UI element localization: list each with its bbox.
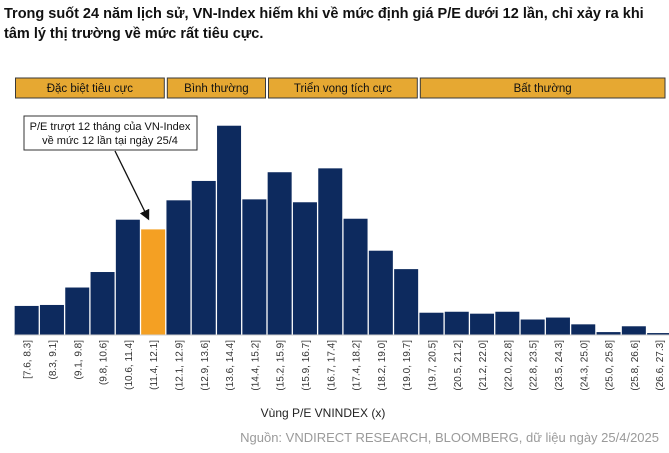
bar [65, 287, 90, 335]
bar [621, 326, 646, 335]
bar [14, 305, 39, 335]
x-tick-label: (19.0, 19.7] [402, 340, 413, 391]
x-tick-label: (9.1, 9.8] [73, 340, 84, 380]
zone-band: Bình thường [166, 77, 266, 99]
bar [545, 317, 570, 335]
callout: P/E trượt 12 tháng của VN-Index về mức 1… [23, 115, 198, 221]
x-tick-label: (12.1, 12.9] [174, 340, 185, 391]
callout-text-line2: về mức 12 lần tại ngày 25/4 [42, 135, 178, 147]
zone-band-label: Đặc biệt tiêu cực [47, 83, 134, 95]
zone-band-box [15, 77, 165, 99]
zone-band: Triển vọng tích cực [268, 77, 418, 99]
bar [419, 312, 444, 335]
bar [90, 272, 115, 335]
chart-title: Trong suốt 24 năm lịch sử, VN-Index hiếm… [4, 6, 644, 42]
x-tick-label: (15.2, 15.9] [276, 340, 287, 391]
x-tick-label: (21.2, 22.0] [478, 340, 489, 391]
x-tick-label: (19.7, 20.5] [427, 340, 438, 391]
x-tick-label: (22.0, 22.8] [503, 340, 514, 391]
x-tick-label: (14.4, 15.2] [250, 340, 261, 391]
x-tick-label: (23.5, 24.3] [554, 340, 565, 391]
zone-band: Bất thường [419, 77, 666, 99]
bar [166, 200, 191, 335]
zone-band-box [166, 77, 266, 99]
bar [191, 180, 216, 335]
zone-bands: Đặc biệt tiêu cực Bình thường Triển vọng t… [15, 77, 666, 99]
bar [495, 311, 520, 335]
callout-text-line1: P/E trượt 12 tháng của VN-Index [30, 121, 191, 133]
x-tick-label: (25.8, 26.6] [630, 340, 641, 391]
zone-band: Đặc biệt tiêu cực [15, 77, 165, 99]
x-tick-label: (8.3, 9.1] [48, 340, 59, 380]
bar [115, 219, 140, 335]
x-tick-label: (25.0, 25.8] [605, 340, 616, 391]
callout-box [23, 115, 198, 151]
zone-band-label: Bình thường [184, 83, 248, 95]
bars [14, 125, 669, 335]
x-tick-label: (20.5, 21.2] [453, 340, 464, 391]
x-tick-label: (15.9, 16.7] [301, 340, 312, 391]
x-tick-label: (17.4, 18.2] [352, 340, 363, 391]
x-tick-label: (16.7, 17.4] [326, 340, 337, 391]
bar [292, 202, 317, 335]
zone-band-label: Triển vọng tích cực [294, 83, 392, 95]
callout-arrow [114, 150, 150, 221]
zone-band-box [268, 77, 418, 99]
x-tick-label: (12.9, 13.6] [200, 340, 211, 391]
x-tick-label: [7.6, 8.3] [23, 340, 34, 379]
x-tick-label: (24.3, 25.0] [579, 340, 590, 391]
bar [444, 311, 469, 335]
zone-band-box [419, 77, 666, 99]
bar [470, 313, 495, 335]
bar [520, 319, 545, 335]
bar [394, 269, 419, 335]
bar [368, 250, 393, 335]
bar [242, 199, 267, 335]
x-tick-label: (26.6, 27.3] [655, 340, 666, 391]
bar [217, 125, 242, 335]
bar [647, 333, 669, 335]
x-tick-labels: [7.6, 8.3] (8.3, 9.1] (9.1, 9.8] (9.8, 10.6… [23, 340, 667, 391]
x-tick-label: (22.8, 23.5] [529, 340, 540, 391]
bar [596, 332, 621, 335]
bar [318, 168, 343, 335]
x-tick-label: (13.6, 14.4] [225, 340, 236, 391]
bar [343, 218, 368, 335]
source-note: Nguồn: VNDIRECT RESEARCH, BLOOMBERG, dữ … [240, 430, 659, 445]
x-tick-label: (18.2, 19.0] [377, 340, 388, 391]
bar [267, 172, 292, 335]
zone-band-label: Bất thường [514, 83, 572, 95]
bar-highlight [141, 229, 166, 335]
x-tick-label: (9.8, 10.6] [99, 340, 110, 385]
bar [39, 304, 64, 335]
x-axis-label: Vùng P/E VNINDEX (x) [261, 406, 386, 420]
x-tick-label: (11.4, 12.1] [149, 340, 160, 390]
bar [571, 324, 596, 335]
x-tick-label: (10.6, 11.4] [124, 340, 135, 390]
